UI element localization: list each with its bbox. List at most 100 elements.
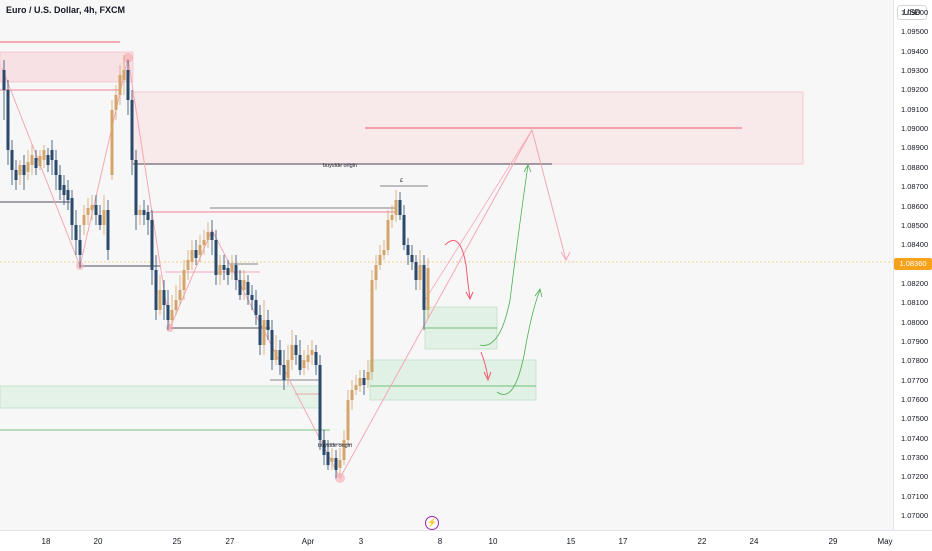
candle-body	[150, 220, 154, 270]
candle-body	[254, 300, 258, 315]
candle-body	[246, 282, 250, 295]
candle-body	[422, 265, 426, 310]
candle-body	[362, 378, 366, 385]
candle-body	[226, 268, 230, 275]
candle-body	[390, 215, 394, 220]
candle-body	[158, 290, 162, 310]
candle-body	[266, 320, 270, 330]
candle-body	[230, 265, 234, 272]
price-tick-label: 1.09400	[901, 46, 929, 56]
candle-body	[170, 310, 174, 320]
time-tick-label: 3	[358, 537, 364, 546]
time-tick-label: Apr	[301, 537, 315, 546]
candle-body	[174, 300, 178, 310]
candle-body	[126, 70, 130, 100]
lightning-bolt-icon[interactable]: ⚡	[425, 516, 439, 530]
candle-body	[338, 460, 342, 468]
candle-body	[278, 350, 282, 365]
candle-body	[330, 458, 334, 462]
time-axis[interactable]	[0, 530, 932, 551]
candle-body	[98, 215, 102, 225]
candle-body	[102, 210, 106, 225]
projection-green-upper	[479, 164, 529, 346]
candle-body	[334, 458, 338, 470]
supply-zone-top-left	[0, 51, 134, 83]
buyside-origin-lower-label: buyside origin	[318, 443, 352, 449]
candle-body	[382, 250, 386, 255]
candle-body	[294, 345, 298, 355]
candle-body	[394, 200, 398, 215]
candle-body	[290, 345, 294, 360]
candle-body	[62, 185, 66, 195]
candle-body	[162, 290, 166, 305]
time-tick-label: 29	[828, 537, 838, 546]
price-tick-label: 1.09300	[901, 66, 929, 76]
price-tick-label: 1.08600	[901, 201, 929, 211]
candle-body	[274, 350, 278, 360]
time-tick-label: 15	[566, 537, 576, 546]
price-tick-label: 1.07000	[901, 511, 929, 521]
projection-red-lower	[480, 351, 489, 379]
candle-body	[34, 158, 38, 168]
price-tick-label: 1.08200	[901, 278, 929, 288]
candle-body	[414, 262, 418, 280]
candle-body	[186, 260, 190, 270]
candle-body	[166, 305, 170, 320]
candle-body	[198, 245, 202, 255]
time-tick-label: 17	[618, 537, 628, 546]
projection-red-upper	[444, 240, 471, 299]
candle-body	[322, 440, 326, 455]
swing-marker-label: £	[400, 178, 403, 184]
swing-path	[1, 57, 567, 480]
price-tick-label: 1.07100	[901, 491, 929, 501]
candle-body	[134, 160, 138, 215]
candle-body	[22, 165, 26, 175]
candle-body	[146, 212, 150, 220]
candle-body	[78, 240, 82, 255]
price-chart[interactable]: buyside origin buyside origin £	[0, 0, 893, 530]
candle-body	[354, 385, 358, 390]
candle-body	[342, 440, 346, 460]
candle-body	[258, 315, 262, 345]
candle-body	[82, 215, 86, 225]
buyside-origin-upper-label: buyside origin	[323, 163, 357, 169]
candle-body	[74, 225, 78, 240]
demand-zone-right	[369, 359, 537, 401]
candle-body	[346, 400, 350, 440]
candle-body	[54, 160, 58, 175]
time-tick-label: 20	[93, 537, 103, 546]
candle-body	[250, 295, 254, 300]
chart-area[interactable]: buyside origin buyside origin £	[0, 0, 893, 530]
price-tick-label: 1.09000	[901, 124, 929, 134]
candle-body	[178, 290, 182, 300]
chart-title: Euro / U.S. Dollar, 4h, FXCM	[6, 5, 126, 15]
price-tick-label: 1.07900	[901, 336, 929, 346]
candle-body	[398, 200, 402, 215]
price-tick-label: 1.07400	[901, 433, 929, 443]
candle-body	[122, 70, 126, 80]
candle-body	[46, 155, 50, 165]
price-tick-label: 1.09100	[901, 104, 929, 114]
candle-body	[210, 232, 214, 240]
time-tick-label: 18	[41, 537, 51, 546]
time-tick-label: 10	[488, 537, 498, 546]
candle-body	[202, 240, 206, 245]
candle-body	[70, 198, 74, 225]
projection-green-lower	[496, 289, 541, 395]
price-tick-label: 1.07200	[901, 472, 929, 482]
candle-body	[374, 265, 378, 280]
candle-body	[402, 215, 406, 245]
price-tick-label: 1.07700	[901, 375, 929, 385]
candle-body	[418, 265, 422, 280]
price-tick-label: 1.08900	[901, 143, 929, 153]
price-tick-label: 1.08100	[901, 298, 929, 308]
currency-button[interactable]: USD	[897, 5, 927, 20]
candle-body	[386, 220, 390, 250]
time-tick-label: 25	[172, 537, 182, 546]
candle-body	[90, 205, 94, 210]
price-tick-label: 1.09600	[901, 8, 929, 17]
candle-body	[218, 265, 222, 275]
candle-body	[242, 280, 246, 290]
candle-body	[110, 110, 114, 175]
candle-body	[222, 265, 226, 270]
